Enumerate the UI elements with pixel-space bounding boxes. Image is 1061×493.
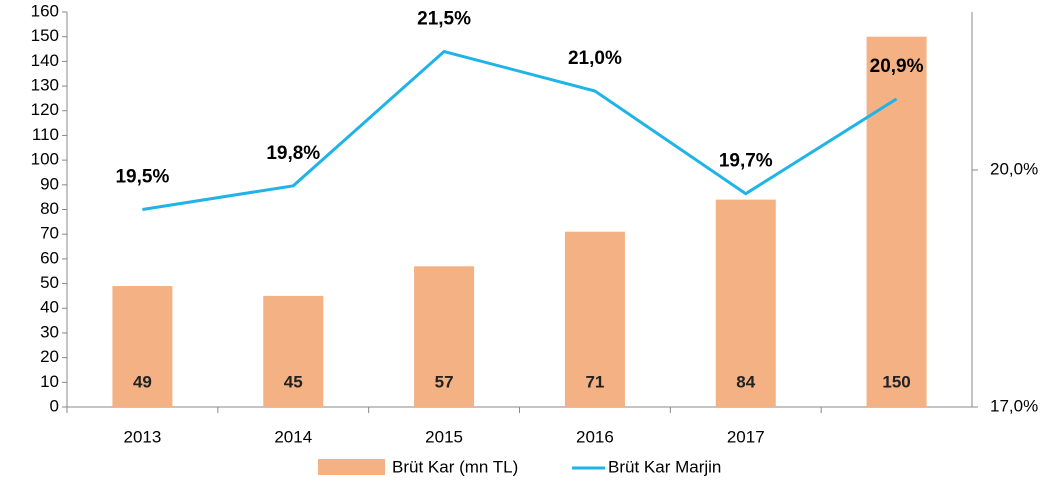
y-tick-label: 90 — [40, 174, 59, 193]
line-label: 19,8% — [266, 143, 320, 164]
bar-label: 150 — [882, 372, 910, 391]
x-tick-label: 2015 — [425, 427, 463, 446]
line-label: 19,5% — [115, 167, 169, 188]
bar-label: 84 — [736, 372, 755, 391]
y2-tick-label: 20,0% — [990, 159, 1038, 178]
y-tick-label: 130 — [31, 76, 59, 95]
y-tick-label: 110 — [32, 125, 59, 144]
y-tick-label: 10 — [40, 372, 59, 391]
y-tick-label: 160 — [31, 1, 59, 20]
y-tick-label: 140 — [31, 51, 59, 70]
bar — [715, 199, 776, 407]
legend-swatch — [318, 459, 385, 475]
y-tick-label: 120 — [31, 100, 59, 119]
bar — [112, 286, 173, 407]
x-tick-label: 2013 — [124, 427, 162, 446]
y-tick-label: 0 — [50, 396, 59, 415]
x-tick-label: 2014 — [274, 427, 312, 446]
x-tick-label: 2016 — [576, 427, 614, 446]
bar — [414, 266, 475, 407]
line-label: 21,0% — [568, 48, 622, 69]
line-label: 19,7% — [719, 151, 773, 172]
y-tick-label: 30 — [40, 322, 59, 341]
y-tick-label: 50 — [40, 273, 59, 292]
y-tick-label: 40 — [40, 298, 59, 317]
y-tick-label: 60 — [40, 248, 59, 267]
x-tick-label: 2017 — [727, 427, 765, 446]
bar — [564, 231, 625, 407]
bar — [263, 295, 324, 407]
legend-label: Brüt Kar Marjin — [608, 457, 721, 476]
bar-label: 71 — [585, 372, 604, 391]
y-tick-label: 70 — [40, 224, 59, 243]
bar-label: 49 — [133, 372, 152, 391]
bar-label: 57 — [435, 372, 454, 391]
y-tick-label: 150 — [31, 26, 59, 45]
line-label: 20,9% — [870, 56, 924, 77]
bar — [866, 36, 927, 407]
legend-label: Brüt Kar (mn TL) — [392, 457, 518, 476]
y-tick-label: 100 — [31, 150, 59, 169]
y-tick-label: 20 — [40, 347, 59, 366]
line-label: 21,5% — [417, 9, 471, 30]
y-tick-label: 80 — [40, 199, 59, 218]
bar-label: 45 — [284, 372, 303, 391]
y2-tick-label: 17,0% — [990, 396, 1038, 415]
line — [142, 49, 898, 211]
